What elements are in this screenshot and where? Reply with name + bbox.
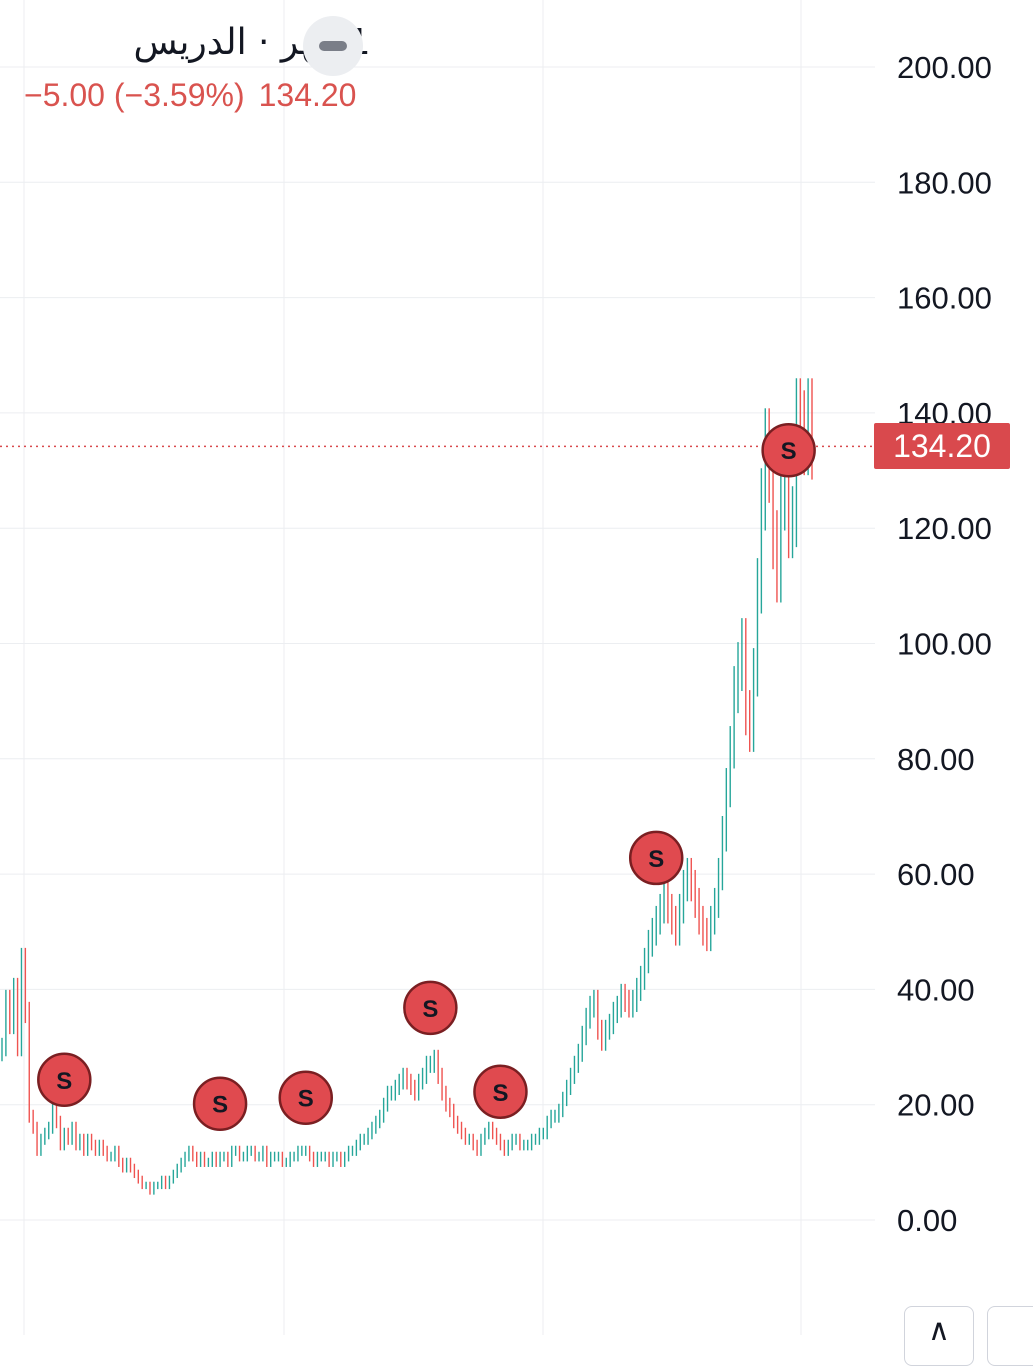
sell-signal-circle: [278, 1070, 333, 1125]
sell-signal-label: S: [781, 438, 797, 465]
sell-signal-marker: S: [761, 422, 816, 478]
y-tick-label: 180.00: [897, 165, 992, 200]
reset-scale-button[interactable]: [987, 1306, 1033, 1366]
sell-signal-circle: [403, 980, 458, 1036]
y-tick-label: 0.00: [897, 1203, 957, 1238]
sell-signal-marker: S: [278, 1070, 333, 1125]
sell-signal-label: S: [648, 846, 664, 873]
last-price-text: 134.20: [258, 77, 357, 113]
y-tick-label: 200.00: [897, 50, 992, 85]
sell-signal-label: S: [56, 1068, 72, 1095]
chevron-up-icon: ∧: [928, 1314, 950, 1347]
y-tick-label: 20.00: [897, 1088, 975, 1123]
sell-signal-marker: S: [628, 830, 684, 886]
sell-signal-circle: [473, 1064, 528, 1120]
sell-signal-marker: S: [192, 1076, 248, 1131]
sell-signal-circle: [628, 830, 684, 886]
sell-signal-circle: [192, 1076, 248, 1131]
minus-icon: [319, 41, 347, 51]
y-tick-label: 40.00: [897, 972, 975, 1007]
last-price-label: 134.20: [874, 423, 1010, 469]
sell-signal-marker: S: [403, 980, 458, 1036]
candles: [1, 378, 813, 1195]
sell-signal-circle: [761, 422, 816, 478]
y-tick-label: 120.00: [897, 511, 992, 546]
y-tick-label: 160.00: [897, 281, 992, 316]
sell-signal-marker: S: [473, 1064, 528, 1120]
sell-signal-label: S: [492, 1080, 508, 1107]
sell-signal-circle: [37, 1052, 92, 1108]
y-tick-label: 60.00: [897, 857, 975, 892]
sell-signal-label: S: [422, 996, 438, 1023]
sell-signal-marker: S: [37, 1052, 92, 1108]
sell-signal-label: S: [212, 1092, 228, 1119]
sell-signal-label: S: [298, 1086, 314, 1113]
scroll-up-button[interactable]: ∧: [904, 1306, 974, 1366]
collapse-legend-button[interactable]: [303, 16, 363, 76]
price-chart[interactable]: 0.0020.0040.0060.0080.00100.00120.00140.…: [0, 0, 1033, 1335]
y-tick-label: 80.00: [897, 742, 975, 777]
y-tick-label: 100.00: [897, 627, 992, 662]
price-change: −5.00 (−3.59%): [24, 77, 245, 113]
price-quote: −5.00 (−3.59%) 134.20: [24, 77, 370, 114]
